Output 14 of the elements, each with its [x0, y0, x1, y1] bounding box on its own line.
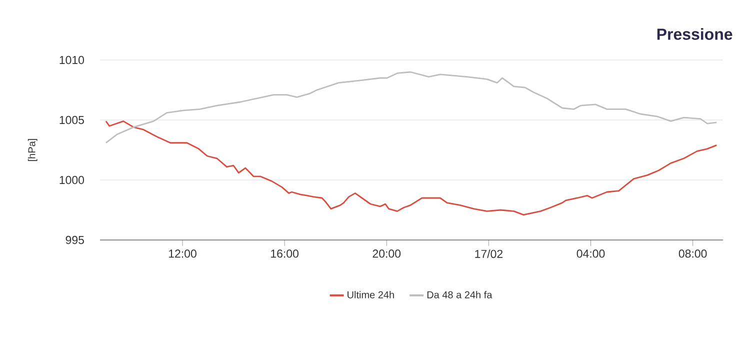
legend-label: Da 48 a 24h fa [427, 291, 492, 298]
y-tick-label: 1000 [60, 176, 84, 184]
y-axis-title: [hPa] [28, 139, 38, 161]
legend-label: Ultime 24h [348, 291, 394, 298]
y-tick-label: 1005 [60, 116, 84, 124]
x-tick-label: 17/02 [475, 250, 502, 258]
y-tick-label: 1010 [60, 56, 84, 64]
y-tick-label: 995 [66, 236, 84, 244]
chart-title: Pressione [657, 28, 732, 40]
x-tick-label: 04:00 [576, 250, 605, 258]
x-tick-label: 08:00 [678, 250, 707, 258]
x-tick-label: 12:00 [168, 250, 196, 258]
x-tick-label: 16:00 [271, 250, 298, 258]
x-tick-label: 20:00 [372, 250, 401, 258]
